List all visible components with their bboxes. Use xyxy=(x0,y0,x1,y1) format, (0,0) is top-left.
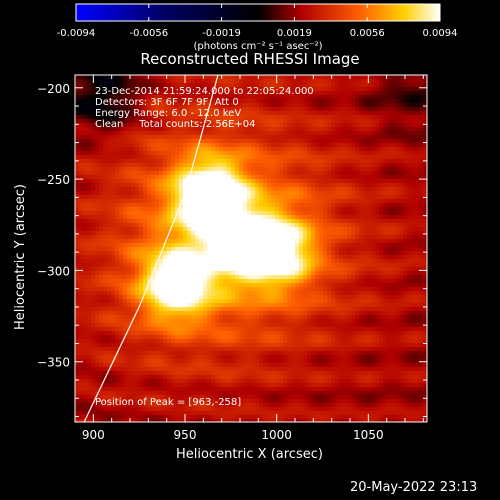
colorbar-frame xyxy=(75,3,441,22)
y-axis-label: Heliocentric Y (arcsec) xyxy=(13,184,28,330)
colorbar-tick-label: -0.0056 xyxy=(129,28,168,39)
colorbar-tick-label: -0.0094 xyxy=(57,28,96,39)
peak-position-text: Position of Peak = [963,-258] xyxy=(95,397,242,408)
colorbar-unit-label: (photons cm⁻² s⁻¹ asec⁻²) xyxy=(193,41,322,52)
y-tick-label: −300 xyxy=(37,264,70,278)
plot-frame xyxy=(74,74,428,423)
y-tick-label: −200 xyxy=(37,82,70,96)
colorbar-tick-label: -0.0019 xyxy=(202,28,241,39)
y-tick-label: −350 xyxy=(37,356,70,370)
clean-counts-text: Clean Total counts: 2.56E+04 xyxy=(95,119,256,130)
solar-limb-line xyxy=(83,75,219,422)
x-tick-label: 900 xyxy=(82,428,105,442)
y-tick-label: −250 xyxy=(37,173,70,187)
chart-title: Reconstructed RHESSI Image xyxy=(140,50,360,68)
observation-info: 23-Dec-2014 21:59:24.000 to 22:05:24.000… xyxy=(95,86,314,130)
colorbar-tick-label: 0.0056 xyxy=(350,28,385,39)
x-axis-label: Heliocentric X (arcsec) xyxy=(176,447,323,462)
x-tick-label: 950 xyxy=(174,428,197,442)
x-tick-label: 1050 xyxy=(353,428,384,442)
colorbar: -0.0094 -0.0056 -0.0019 0.0019 0.0056 0.0094 (… xyxy=(57,3,458,52)
x-tick-label: 1000 xyxy=(261,428,292,442)
colorbar-gradient xyxy=(76,4,440,21)
time-range-text: 23-Dec-2014 21:59:24.000 to 22:05:24.000 xyxy=(95,86,314,97)
heatmap-image xyxy=(75,75,427,422)
colorbar-tick-label: 0.0094 xyxy=(423,28,458,39)
footer-date: 20-May-2022 23:13 xyxy=(350,480,478,495)
energy-range-text: Energy Range: 6.0 - 12.0 keV xyxy=(95,108,242,119)
overlay xyxy=(83,75,219,422)
detectors-text: Detectors: 3F 6F 7F 9F, Att 0 xyxy=(95,97,239,108)
colorbar-tick-label: 0.0019 xyxy=(277,28,312,39)
axes: 900 950 1000 1050 −200 −250 −300 −350 xyxy=(37,74,428,442)
